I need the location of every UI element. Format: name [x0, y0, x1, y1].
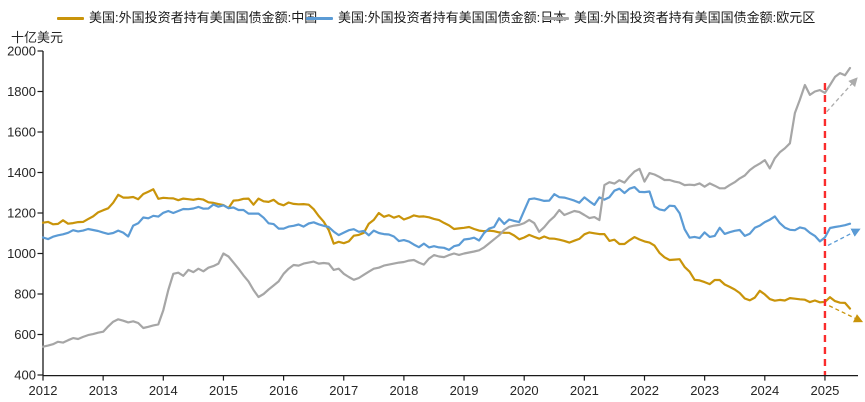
- legend-label-japan: 美国:外国投资者持有美国国债金额:日本: [338, 10, 567, 25]
- legend-line-swatch-eurozone: [542, 16, 569, 20]
- y-tick-label: 1800: [7, 84, 36, 99]
- y-axis-unit-label: 十亿美元: [11, 30, 64, 45]
- x-tick-label: 2021: [570, 383, 599, 398]
- x-tick-label: 2016: [269, 383, 298, 398]
- x-tick-label: 2025: [810, 383, 839, 398]
- x-tick-label: 2018: [389, 383, 418, 398]
- x-tick-label: 2013: [89, 383, 118, 398]
- y-tick-label: 600: [14, 327, 36, 342]
- chart-legend: 美国:外国投资者持有美国国债金额:中国 美国:外国投资者持有美国国债金额:日本 …: [0, 9, 865, 27]
- y-tick-label: 1000: [7, 246, 36, 261]
- x-tick-label: 2024: [750, 383, 779, 398]
- y-tick-label: 1200: [7, 206, 36, 221]
- legend-item-china: 美国:外国投资者持有美国国债金额:中国: [57, 9, 317, 27]
- legend-label-china: 美国:外国投资者持有美国国债金额:中国: [89, 10, 318, 25]
- x-tick-label: 2020: [510, 383, 539, 398]
- trend-arrow-2: [828, 305, 864, 323]
- series-line-2: [41, 66, 852, 348]
- legend-item-eurozone: 美国:外国投资者持有美国国债金额:欧元区: [542, 9, 815, 27]
- trend-arrow-1: [827, 228, 861, 246]
- x-tick-label: 2012: [29, 383, 58, 398]
- y-tick-label: 1600: [7, 125, 36, 140]
- legend-line-swatch-japan: [306, 16, 333, 20]
- x-tick-label: 2014: [149, 383, 178, 398]
- y-tick-label: 400: [14, 368, 36, 383]
- y-tick-label: 1400: [7, 165, 36, 180]
- series-line-0: [41, 188, 852, 310]
- trend-arrow-0: [826, 77, 858, 113]
- y-tick-label: 800: [14, 287, 36, 302]
- legend-label-eurozone: 美国:外国投资者持有美国国债金额:欧元区: [574, 10, 816, 25]
- x-tick-label: 2022: [630, 383, 659, 398]
- legend-item-japan: 美国:外国投资者持有美国国债金额:日本: [306, 9, 566, 27]
- series-line-1: [41, 186, 852, 251]
- legend-line-swatch-china: [57, 16, 84, 20]
- x-tick-label: 2017: [329, 383, 358, 398]
- x-tick-label: 2015: [209, 383, 238, 398]
- x-tick-label: 2019: [450, 383, 479, 398]
- y-tick-label: 2000: [7, 44, 36, 59]
- x-tick-label: 2023: [690, 383, 719, 398]
